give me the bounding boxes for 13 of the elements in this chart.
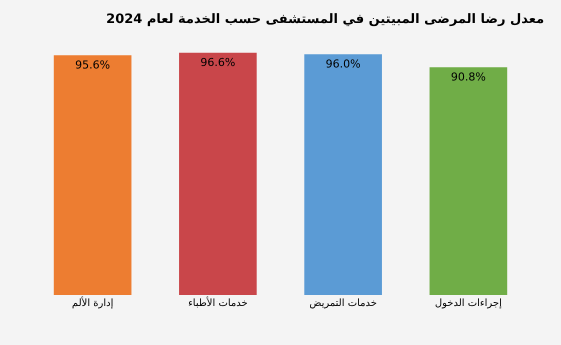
bar	[54, 55, 132, 295]
data-label: 96.0%	[326, 57, 361, 70]
bar	[179, 52, 257, 295]
data-label: 96.6%	[200, 56, 236, 69]
data-label: 90.8%	[450, 70, 486, 84]
x-tick-label: إدارة الألم	[72, 296, 114, 309]
bar	[304, 54, 382, 295]
bar	[430, 67, 508, 295]
x-tick-label: إجراءات الدخول	[434, 298, 502, 309]
x-tick-label: خدمات التمريض	[309, 298, 377, 309]
chart-title: معدل رضا المرضى المبيتين في المستشفى حسب الخدمة لعام 2024	[106, 12, 544, 27]
x-tick-label: خدمات الأطباء	[188, 296, 248, 309]
data-label: 95.6%	[75, 58, 110, 72]
